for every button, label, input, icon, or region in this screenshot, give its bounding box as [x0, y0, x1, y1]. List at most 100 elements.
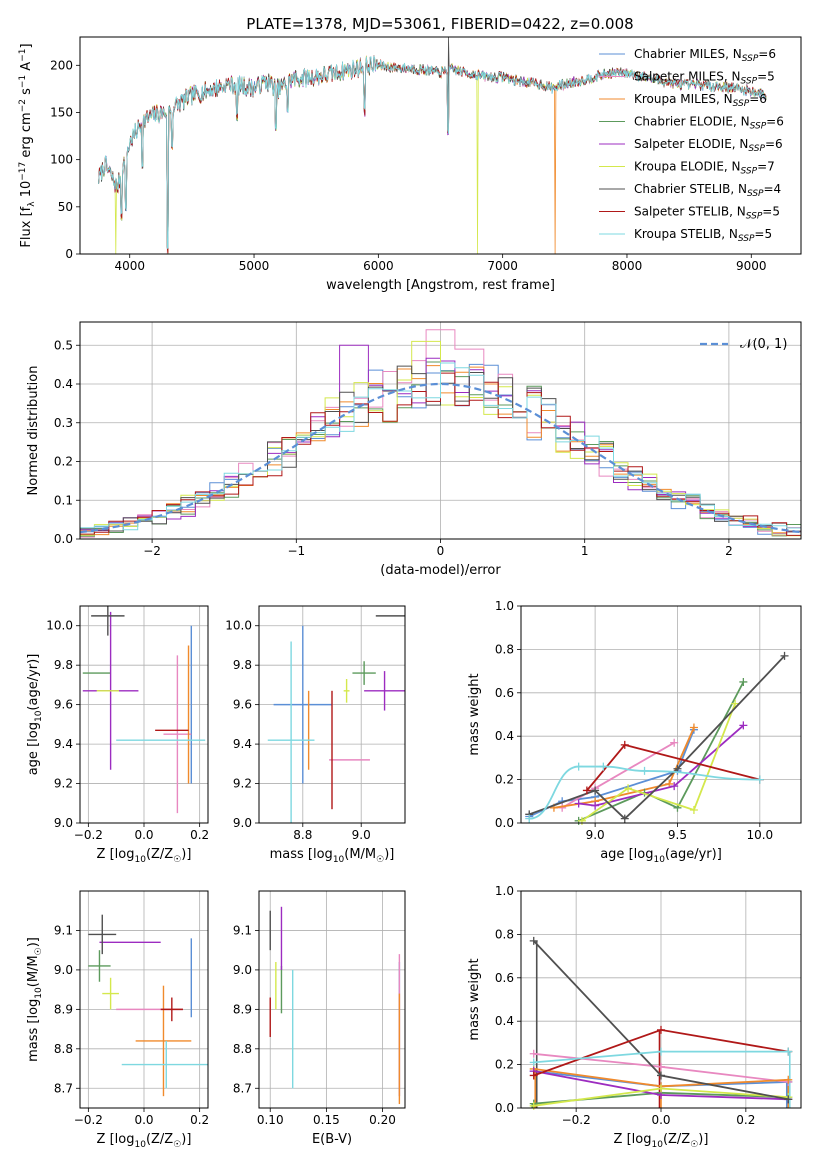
y-axis-label: Normed distribution [26, 366, 41, 496]
x-axis-label: mass [log10(M/M☉)] [270, 847, 395, 865]
spectrum-panel: 4000 5000 6000 7000 8000 9000 0 50 100 150 200 wave… [18, 36, 802, 293]
x-axis-label: Z [log10(Z/Z☉)] [97, 1132, 192, 1150]
x-tick-label: −0.2 [74, 828, 103, 842]
y-tick-label: 8.9 [54, 1002, 73, 1016]
histogram-kroupa-stelib [80, 362, 801, 531]
legend-entry: 𝒩(0, 1) [740, 337, 787, 352]
age_vs_Z-panel: −0.2 0.0 0.2 9.0 9.2 9.4 9.6 9.8 10.0 Z [log10(Z/… [26, 605, 209, 865]
x-tick-label: 0.10 [257, 1113, 284, 1127]
weight-marker [529, 1049, 538, 1058]
weight-marker [624, 784, 633, 793]
weight-line-chabrier-stelib [528, 655, 786, 820]
weight-marker [784, 1095, 793, 1104]
figure-title: PLATE=1378, MJD=53061, FIBERID=0422, z=0… [246, 15, 633, 33]
errorbar-point [102, 977, 119, 1010]
legend-entry: Chabrier STELIB, NSSP=4 [634, 182, 781, 199]
legend-entry: Salpeter STELIB, NSSP=5 [634, 205, 780, 222]
spectrum-line-chabrier-elodie [98, 57, 767, 254]
normal-reference-curve [80, 382, 801, 534]
weight-marker [599, 762, 608, 771]
spectrum-line-salpeter-stelib [98, 55, 767, 253]
x-tick-label: −2 [143, 544, 161, 558]
x-axis-label: Z [log10(Z/Z☉)] [614, 1132, 709, 1150]
y-axis-label: mass weight [467, 958, 482, 1040]
y-tick-label: 8.7 [54, 1081, 73, 1095]
y-tick-label: 9.0 [233, 816, 252, 830]
axes-frame [79, 890, 209, 1109]
weight-marker [591, 786, 600, 795]
y-tick-label: 0.1 [54, 493, 73, 507]
weight-marker [657, 1071, 665, 1080]
axes-frame [79, 36, 802, 255]
histogram-steps [80, 329, 801, 538]
spectrum-line-salpeter-elodie [98, 57, 767, 249]
y-tick-label: 0.6 [495, 686, 514, 700]
y-tick-label: 8.9 [233, 1002, 252, 1016]
y-tick-label: 8.7 [233, 1081, 252, 1095]
y-axis-label: mass weight [467, 673, 482, 755]
axes-frame [520, 890, 802, 1109]
x-tick-label: 7000 [487, 259, 518, 273]
errorbar-point [163, 655, 192, 814]
x-tick-label: 4000 [114, 259, 145, 273]
y-tick-label: 0.2 [54, 455, 73, 469]
weight-marker [582, 786, 591, 795]
x-tick-label: 0.0 [134, 828, 153, 842]
weight-marker [525, 814, 534, 823]
y-tick-label: 9.4 [233, 737, 252, 751]
weight-marker [784, 1047, 793, 1056]
y-tick-label: 8.8 [54, 1042, 73, 1056]
y-tick-label: 150 [50, 105, 73, 119]
weight-marker [657, 1025, 665, 1034]
y-tick-label: 9.1 [54, 923, 73, 937]
errorbar-point [91, 606, 125, 636]
weight_vs_Z-lines [529, 936, 793, 1110]
x-tick-label: 8000 [612, 259, 643, 273]
y-tick-label: 0.4 [54, 377, 73, 391]
residual_histogram-panel: −2 −1 0 1 2 0.0 0.1 0.2 0.3 0.4 0.5 (data-model)/er… [26, 321, 802, 578]
weight_vs_age-panel: 9.0 9.5 10.0 0.0 0.2 0.4 0.6 0.8 1.0 age [log10(a… [467, 599, 802, 865]
weight-line-salpeter-elodie [578, 724, 744, 807]
y-tick-label: 10.0 [225, 619, 252, 633]
mass_vs_ebv-panel: 0.10 0.15 0.20 8.7 8.8 8.9 9.0 9.1 E(B-V) [233, 890, 406, 1147]
spectrum-line-kroupa-stelib [98, 56, 767, 250]
x-tick-label: 9000 [736, 259, 767, 273]
x-tick-label: 0.2 [190, 1113, 209, 1127]
y-tick-label: 9.1 [233, 923, 252, 937]
errorbar-point [88, 914, 117, 955]
age_vs_mass-panel: 8.8 9.0 9.0 9.2 9.4 9.6 9.8 10.0 mass [log10(M/M… [225, 605, 406, 865]
y-tick-label: 9.8 [233, 658, 252, 672]
weight-marker [657, 1047, 665, 1056]
axes-frame [79, 605, 209, 824]
y-tick-label: 10.0 [46, 619, 73, 633]
age_vs_Z-points [82, 606, 206, 814]
mass_vs_ebv-points [269, 906, 401, 1105]
x-tick-label: 8.8 [293, 828, 312, 842]
y-tick-label: 0.5 [54, 338, 73, 352]
weight-marker [591, 801, 600, 810]
errorbar-point [160, 997, 183, 1022]
weight-line-kroupa-elodie [581, 703, 736, 822]
y-tick-label: 9.2 [54, 777, 73, 791]
y-tick-label: 9.0 [233, 963, 252, 977]
y-axis-label: mass [log10(M/M☉)] [26, 937, 44, 1062]
weight-marker [731, 699, 740, 708]
x-tick-label: 5000 [239, 259, 270, 273]
y-tick-label: 8.8 [233, 1042, 252, 1056]
y-tick-label: 0.8 [495, 642, 514, 656]
weight_vs_age-lines [525, 651, 789, 825]
legend-entry: Kroupa ELODIE, NSSP=7 [634, 160, 775, 177]
y-tick-label: 1.0 [495, 599, 514, 613]
x-tick-label: 0.0 [651, 1113, 670, 1127]
x-tick-label: 0.2 [736, 1113, 755, 1127]
weight-marker [574, 762, 583, 771]
x-tick-label: 0 [437, 544, 445, 558]
weight-marker [529, 936, 538, 945]
x-axis-label: (data-model)/error [380, 563, 501, 578]
axes-frame [79, 321, 802, 540]
y-tick-label: 100 [50, 153, 73, 167]
age_vs_mass-points [267, 615, 405, 823]
errorbar-point [343, 678, 350, 703]
